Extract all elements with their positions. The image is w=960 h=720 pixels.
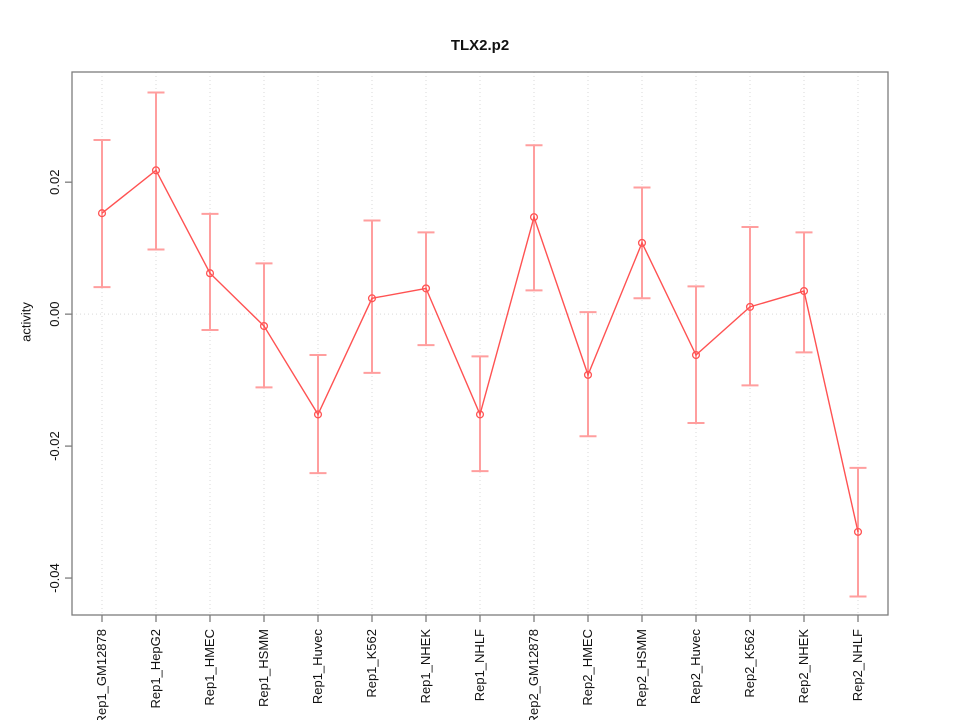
error-bar — [849, 466, 867, 598]
data-point-marker — [313, 410, 323, 419]
data-point-marker — [583, 370, 593, 379]
x-tick-label: Rep2_HSMM — [634, 629, 649, 707]
x-tick-label: Rep1_NHLF — [472, 629, 487, 701]
x-tick-label: Rep2_K562 — [742, 629, 757, 698]
data-point-marker — [97, 209, 107, 218]
x-tick-label: Rep1_HSMM — [256, 629, 271, 707]
x-tick-label: Rep1_HepG2 — [148, 629, 163, 709]
data-point-marker — [691, 350, 701, 360]
data-point-marker — [205, 269, 215, 278]
chart-title: TLX2.p2 — [450, 37, 510, 54]
data-point-marker — [475, 410, 485, 419]
x-tick-label: Rep1_NHEK — [418, 629, 433, 704]
data-point-marker — [259, 321, 269, 331]
data-point-marker — [151, 166, 161, 175]
x-tick-label: Rep1_GM12878 — [94, 629, 109, 720]
y-tick-label: -0.04 — [47, 563, 62, 593]
data-point-marker — [637, 238, 647, 247]
x-tick-label: Rep1_HMEC — [202, 629, 217, 706]
data-point-marker — [421, 284, 431, 293]
series-line — [101, 169, 859, 533]
x-tick-label: Rep2_Huvec — [688, 629, 703, 705]
y-tick-label: 0.00 — [47, 301, 62, 326]
y-axis-label: activity — [18, 302, 34, 342]
plot-frame — [71, 71, 889, 616]
y-tick-label: -0.02 — [47, 431, 62, 461]
data-point-marker — [745, 302, 755, 311]
error-bar — [93, 138, 111, 289]
data-point-marker — [853, 527, 863, 536]
data-point-marker — [367, 294, 377, 303]
data-point-marker — [799, 286, 809, 296]
error-bar — [363, 219, 381, 374]
x-tick-label: Rep2_NHLF — [850, 629, 865, 701]
x-tick-label: Rep1_K562 — [364, 629, 379, 698]
x-tick-label: Rep1_Huvec — [310, 629, 325, 705]
x-tick-label: Rep2_GM12878 — [526, 629, 541, 720]
x-tick-label: Rep2_HMEC — [580, 629, 595, 706]
x-tick-label: Rep2_NHEK — [796, 629, 811, 704]
y-tick-label: 0.02 — [47, 170, 62, 195]
data-point-marker — [529, 213, 539, 222]
